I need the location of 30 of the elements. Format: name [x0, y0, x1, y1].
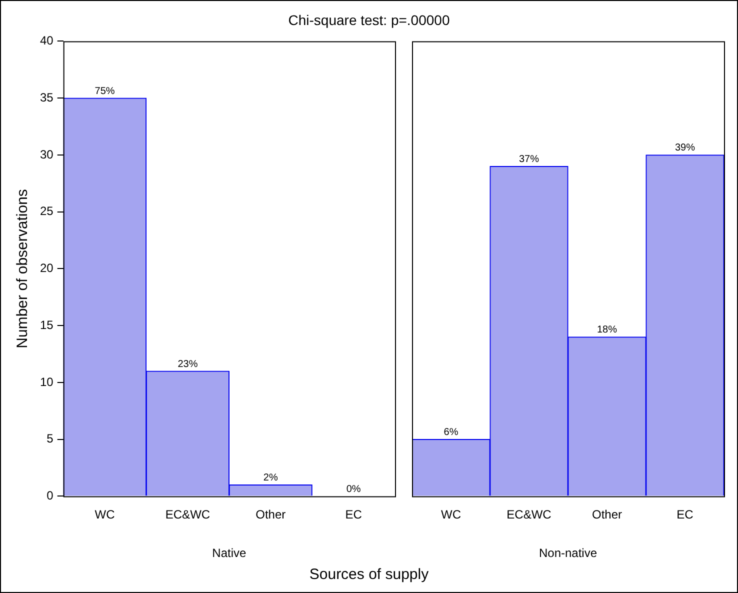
x-tick-label: Other	[256, 508, 286, 522]
y-tick-label: 35	[40, 90, 54, 104]
source-note: Sources of supply	[308, 566, 430, 583]
x-tick-label: EC&WC	[506, 508, 552, 522]
x-tick-label: EC&WC	[165, 508, 210, 522]
y-tick-label: 30	[40, 147, 54, 162]
y-tick-label: 10	[40, 374, 54, 389]
x-tick-label: WC	[94, 508, 116, 522]
y-tick-label: 5	[46, 432, 54, 446]
y-axis-title: Number of observations	[14, 189, 32, 348]
x-axis-title: Non-native	[538, 546, 598, 560]
x-tick-label: EC	[345, 508, 362, 522]
x-tick-label: EC	[676, 508, 694, 522]
annotation: 39%	[674, 142, 696, 154]
chart-title: Chi-square test: p=.00000	[287, 12, 451, 28]
y-tick-label: 40	[40, 34, 54, 48]
annotation: 2%	[263, 472, 278, 484]
annotation: 0%	[346, 484, 361, 495]
annotation: 75%	[94, 86, 115, 97]
x-tick-label: WC	[441, 508, 462, 522]
y-tick-label: 0	[46, 488, 54, 503]
y-tick-label: 15	[40, 318, 54, 332]
x-axis-title: Native	[212, 546, 247, 560]
annotation: 37%	[518, 154, 540, 166]
y-tick-label: 25	[40, 204, 54, 218]
annotation: 6%	[444, 427, 458, 438]
x-tick-label: Other	[592, 508, 622, 522]
y-tick-label: 20	[40, 261, 54, 276]
annotation: 18%	[596, 324, 618, 336]
annotation: 23%	[178, 358, 198, 370]
